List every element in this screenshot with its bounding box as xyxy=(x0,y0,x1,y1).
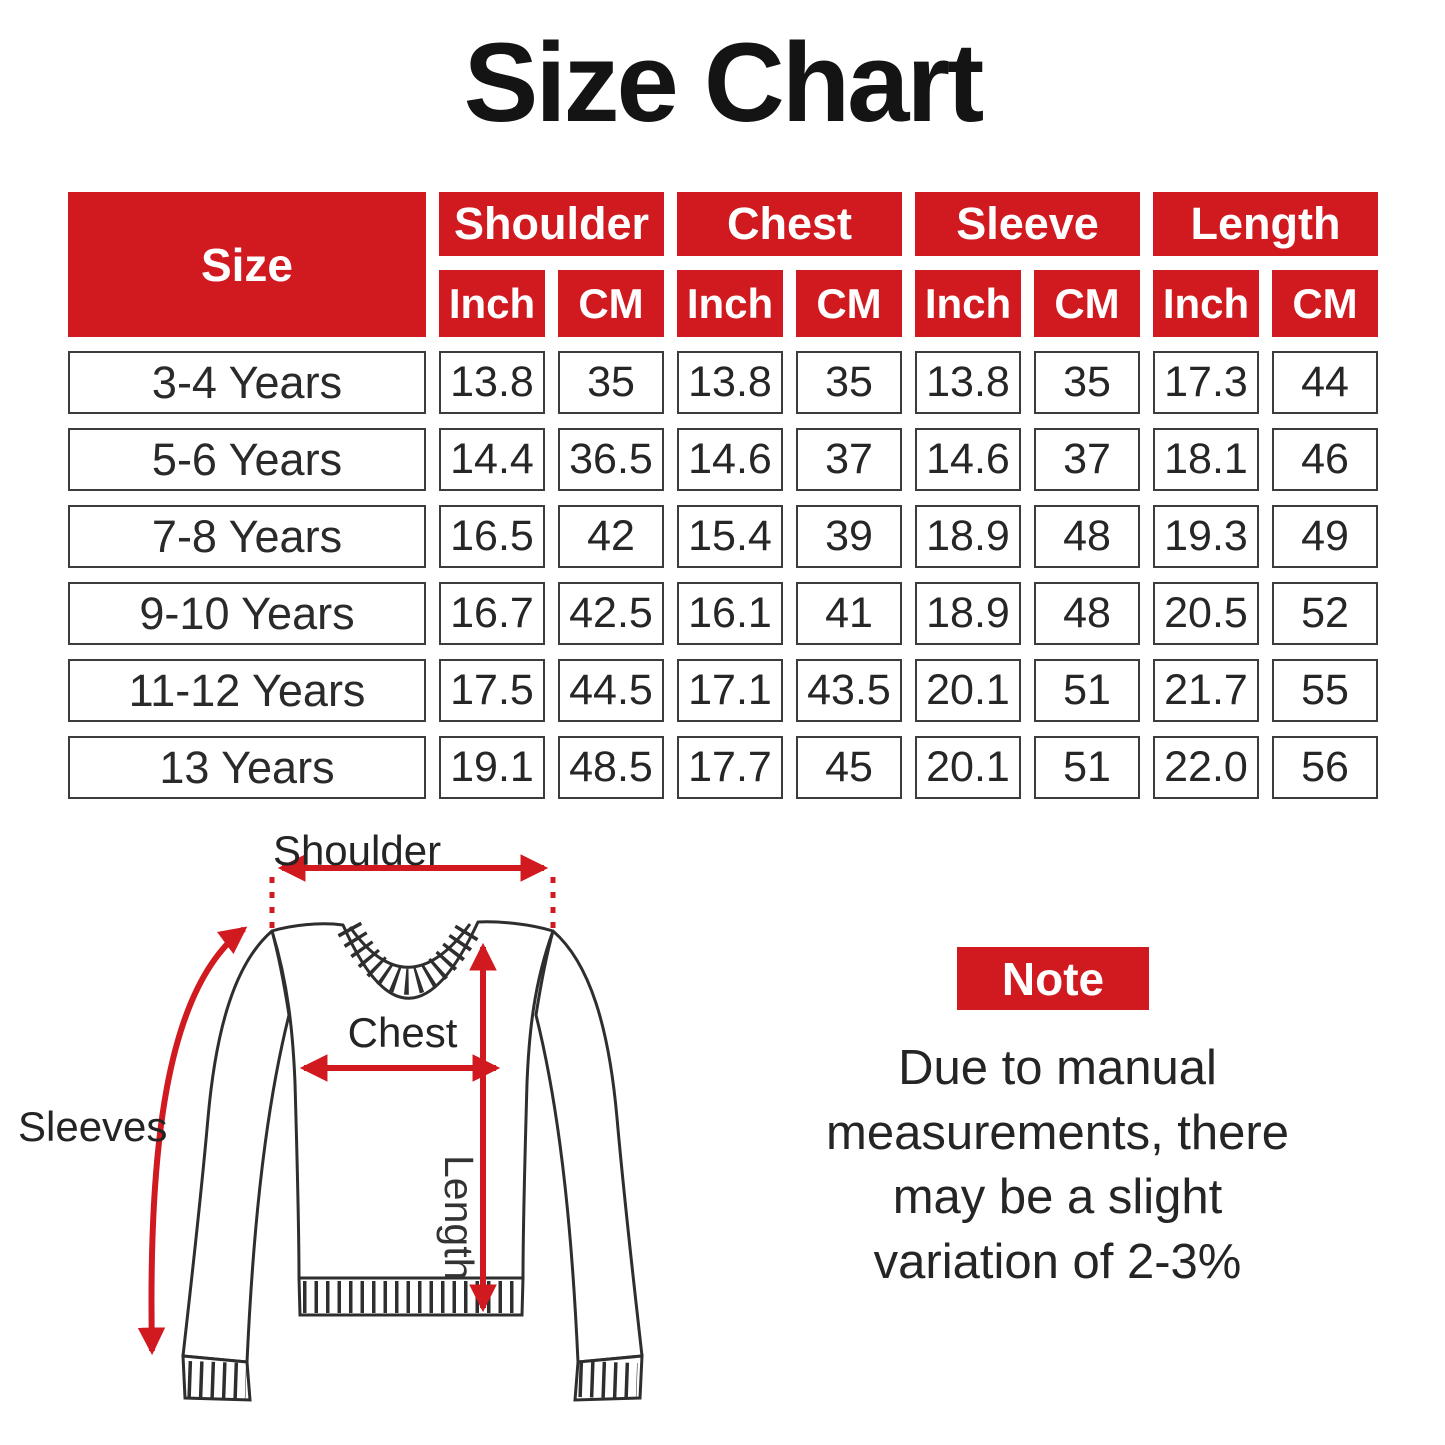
unit-header-length-inch: Inch xyxy=(1153,270,1259,337)
value-cell: 14.6 xyxy=(915,428,1021,491)
value-cell: 44.5 xyxy=(558,659,664,722)
row-size-label: 3-4 Years xyxy=(68,351,426,414)
value-cell: 15.4 xyxy=(677,505,783,568)
group-header-chest: Chest xyxy=(677,192,902,256)
note-line: measurements, there xyxy=(826,1105,1289,1160)
value-cell: 45 xyxy=(796,736,902,799)
length-label: Length xyxy=(436,1155,482,1281)
value-cell: 13.8 xyxy=(915,351,1021,414)
value-cell: 20.5 xyxy=(1153,582,1259,645)
row-size-label: 7-8 Years xyxy=(68,505,426,568)
value-cell: 37 xyxy=(796,428,902,491)
value-cell: 42 xyxy=(558,505,664,568)
value-cell: 48.5 xyxy=(558,736,664,799)
row-size-label: 11-12 Years xyxy=(68,659,426,722)
group-header-length: Length xyxy=(1153,192,1378,256)
value-cell: 36.5 xyxy=(558,428,664,491)
sleeves-label: Sleeves xyxy=(18,1103,168,1150)
note-line: Due to manual xyxy=(898,1041,1217,1095)
sweater-measurement-diagram: Shoulder Chest Sleeves Length xyxy=(0,823,720,1445)
row-size-label: 13 Years xyxy=(68,736,426,799)
value-cell: 35 xyxy=(796,351,902,414)
value-cell: 18.9 xyxy=(915,582,1021,645)
value-cell: 17.7 xyxy=(677,736,783,799)
unit-header-chest-inch: Inch xyxy=(677,270,783,337)
sleeve-arrow xyxy=(137,926,248,1356)
value-cell: 41 xyxy=(796,582,902,645)
value-cell: 48 xyxy=(1034,505,1140,568)
value-cell: 17.1 xyxy=(677,659,783,722)
shoulder-label: Shoulder xyxy=(272,827,442,874)
value-cell: 13.8 xyxy=(439,351,545,414)
value-cell: 37 xyxy=(1034,428,1140,491)
value-cell: 20.1 xyxy=(915,659,1021,722)
value-cell: 20.1 xyxy=(915,736,1021,799)
value-cell: 46 xyxy=(1272,428,1378,491)
value-cell: 51 xyxy=(1034,736,1140,799)
value-cell: 14.4 xyxy=(439,428,545,491)
note-text: Due to manual measurements, there may be… xyxy=(795,1036,1320,1295)
value-cell: 21.7 xyxy=(1153,659,1259,722)
value-cell: 19.3 xyxy=(1153,505,1259,568)
value-cell: 39 xyxy=(796,505,902,568)
value-cell: 56 xyxy=(1272,736,1378,799)
note-line: variation of 2-3% xyxy=(873,1235,1242,1290)
value-cell: 16.1 xyxy=(677,582,783,645)
sweater-outline-drawing xyxy=(137,854,644,1402)
value-cell: 13.8 xyxy=(677,351,783,414)
value-cell: 17.3 xyxy=(1153,351,1259,414)
size-table: Size Shoulder Chest Sleeve Length Inch C… xyxy=(68,192,1378,799)
value-cell: 55 xyxy=(1272,659,1378,722)
value-cell: 35 xyxy=(558,351,664,414)
value-cell: 35 xyxy=(1034,351,1140,414)
value-cell: 18.9 xyxy=(915,505,1021,568)
value-cell: 48 xyxy=(1034,582,1140,645)
value-cell: 44 xyxy=(1272,351,1378,414)
chest-label: Chest xyxy=(347,1009,458,1056)
page-title: Size Chart xyxy=(463,20,985,145)
unit-header-sleeve-inch: Inch xyxy=(915,270,1021,337)
note-line: may be a slight xyxy=(892,1170,1223,1225)
value-cell: 52 xyxy=(1272,582,1378,645)
row-size-label: 9-10 Years xyxy=(68,582,426,645)
value-cell: 18.1 xyxy=(1153,428,1259,491)
unit-header-shoulder-cm: CM xyxy=(558,270,664,337)
value-cell: 14.6 xyxy=(677,428,783,491)
value-cell: 16.5 xyxy=(439,505,545,568)
value-cell: 51 xyxy=(1034,659,1140,722)
value-cell: 42.5 xyxy=(558,582,664,645)
unit-header-sleeve-cm: CM xyxy=(1034,270,1140,337)
row-size-label: 5-6 Years xyxy=(68,428,426,491)
unit-header-shoulder-inch: Inch xyxy=(439,270,545,337)
value-cell: 19.1 xyxy=(439,736,545,799)
unit-header-length-cm: CM xyxy=(1272,270,1378,337)
value-cell: 16.7 xyxy=(439,582,545,645)
group-header-shoulder: Shoulder xyxy=(439,192,664,256)
size-column-header: Size xyxy=(68,192,426,337)
unit-header-chest-cm: CM xyxy=(796,270,902,337)
value-cell: 17.5 xyxy=(439,659,545,722)
note-badge: Note xyxy=(957,947,1149,1010)
value-cell: 22.0 xyxy=(1153,736,1259,799)
shoulder-arrow xyxy=(269,854,556,935)
group-header-sleeve: Sleeve xyxy=(915,192,1140,256)
value-cell: 49 xyxy=(1272,505,1378,568)
value-cell: 43.5 xyxy=(796,659,902,722)
